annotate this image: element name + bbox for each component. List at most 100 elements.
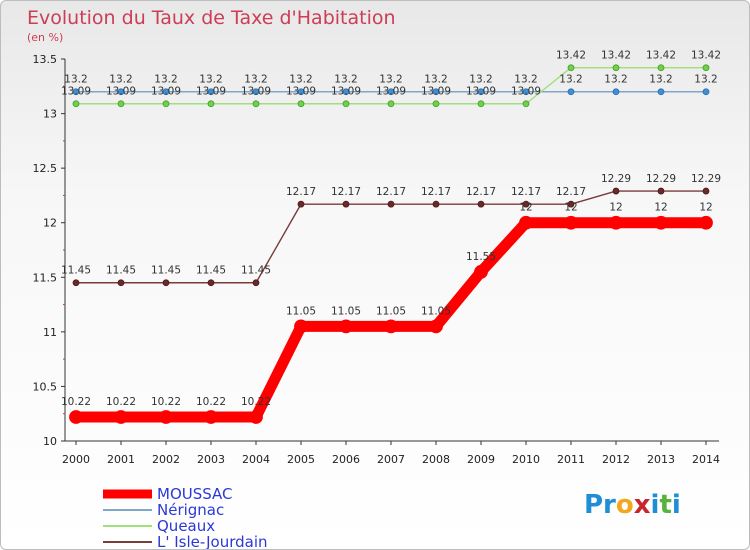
data-point <box>657 64 665 72</box>
data-label: 13.2 <box>694 74 717 86</box>
data-label: 13.2 <box>559 74 582 86</box>
data-point <box>519 215 533 230</box>
data-label: 13.09 <box>106 86 136 98</box>
data-point <box>567 64 575 72</box>
logo-letter: Pr <box>584 490 616 520</box>
data-point <box>609 215 623 230</box>
data-label: 10.22 <box>196 396 226 408</box>
legend-label: Nérignac <box>157 501 224 519</box>
logo-letter: t <box>659 490 672 520</box>
data-label: 10.22 <box>151 396 181 408</box>
data-point <box>477 200 485 208</box>
data-point <box>162 100 170 108</box>
data-point <box>204 410 218 424</box>
x-tick-label: 2006 <box>332 453 360 466</box>
data-point <box>117 100 125 108</box>
data-label: 11.45 <box>61 265 91 277</box>
data-point <box>117 88 125 96</box>
data-label: 13.2 <box>469 74 492 86</box>
data-point <box>429 319 443 334</box>
data-label: 13.2 <box>604 74 627 86</box>
data-label: 12.17 <box>556 186 586 198</box>
data-point <box>477 100 485 108</box>
x-tick-label: 2010 <box>512 453 540 466</box>
data-label: 13.09 <box>151 86 181 98</box>
data-point <box>162 88 170 96</box>
data-label: 13.2 <box>649 74 672 86</box>
data-point <box>207 279 215 287</box>
chart-title: Evolution du Taux de Taxe d'Habitation <box>27 7 396 29</box>
data-point <box>207 88 215 96</box>
data-label: 12 <box>609 202 622 214</box>
data-point <box>564 215 578 230</box>
data-point <box>342 100 350 108</box>
x-tick-label: 2008 <box>422 453 450 466</box>
data-label: 11.45 <box>241 265 271 277</box>
data-label: 12 <box>699 202 712 214</box>
data-label: 13.09 <box>511 86 541 98</box>
y-tick-label: 12 <box>43 217 57 230</box>
x-tick-label: 2000 <box>62 453 90 466</box>
data-label: 13.2 <box>109 74 132 86</box>
data-label: 10.22 <box>61 396 91 408</box>
data-label: 13.42 <box>691 50 721 62</box>
data-label: 13.09 <box>421 86 451 98</box>
y-tick-label: 10.5 <box>33 380 58 393</box>
x-tick-label: 2009 <box>467 453 495 466</box>
legend-label: L' Isle-Jourdain <box>157 533 268 549</box>
proxiti-logo: Proxiti <box>584 490 681 520</box>
data-point <box>162 279 170 287</box>
logo-letter: o <box>615 490 634 520</box>
data-point <box>477 88 485 96</box>
data-point <box>387 88 395 96</box>
data-label: 11.05 <box>421 305 451 317</box>
data-label: 13.09 <box>331 86 361 98</box>
logo-letter: i <box>650 490 660 520</box>
y-tick-label: 13 <box>43 108 57 121</box>
data-point <box>567 88 575 96</box>
data-point <box>702 88 710 96</box>
logo-letter: x <box>633 490 651 520</box>
x-tick-label: 2003 <box>197 453 225 466</box>
data-point <box>117 279 125 287</box>
data-point <box>387 200 395 208</box>
data-point <box>252 100 260 108</box>
data-point <box>522 200 530 208</box>
chart-subtitle: (en %) <box>27 31 64 44</box>
data-label: 13.2 <box>334 74 357 86</box>
data-label: 12.29 <box>691 173 721 185</box>
data-point <box>384 319 398 334</box>
data-point <box>249 410 263 424</box>
y-tick-label: 11 <box>43 326 57 339</box>
data-label: 11.45 <box>106 265 136 277</box>
x-tick-label: 2004 <box>242 453 270 466</box>
data-label: 10.22 <box>106 396 136 408</box>
data-point <box>114 410 128 424</box>
data-point <box>297 100 305 108</box>
data-point <box>567 200 575 208</box>
data-label: 11.05 <box>286 305 316 317</box>
data-label: 13.2 <box>199 74 222 86</box>
data-point <box>522 88 530 96</box>
logo-letter: i <box>671 490 681 520</box>
data-label: 13.09 <box>376 86 406 98</box>
data-label: 13.2 <box>64 74 87 86</box>
x-tick-label: 2007 <box>377 453 405 466</box>
y-tick-label: 10 <box>43 435 57 448</box>
data-point <box>252 279 260 287</box>
data-label: 12.17 <box>331 186 361 198</box>
data-label: 12 <box>564 202 577 214</box>
data-point <box>72 279 80 287</box>
x-tick-label: 2014 <box>692 453 720 466</box>
data-point <box>657 88 665 96</box>
data-point <box>432 88 440 96</box>
data-point <box>432 200 440 208</box>
data-point <box>432 100 440 108</box>
data-point <box>612 187 620 195</box>
data-label: 10.22 <box>241 396 271 408</box>
data-label: 12.29 <box>601 173 631 185</box>
data-label: 11.05 <box>331 305 361 317</box>
data-point <box>342 88 350 96</box>
y-tick-label: 13.5 <box>33 53 58 66</box>
data-label: 13.09 <box>241 86 271 98</box>
